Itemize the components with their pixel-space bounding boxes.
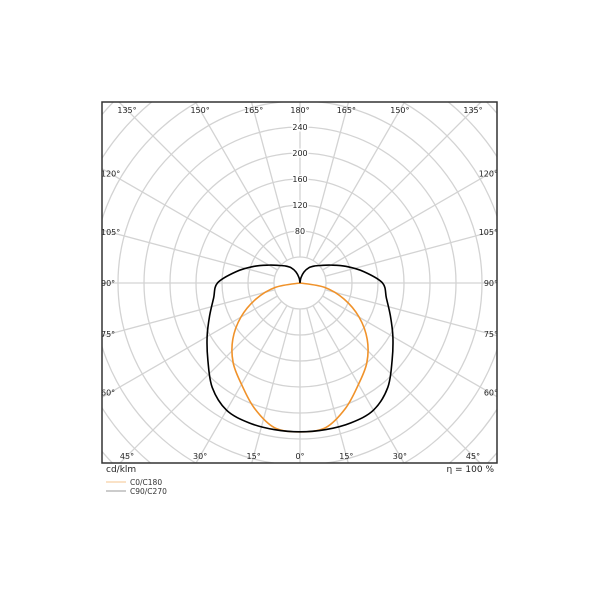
unit-label: cd/klm xyxy=(106,465,136,475)
grid-ray xyxy=(102,295,278,398)
efficiency-label: η = 100 % xyxy=(446,465,494,475)
grid-ray xyxy=(306,307,349,463)
radial-tick-label: 240 xyxy=(292,123,307,132)
angle-label: 15° xyxy=(339,452,353,461)
angle-label: 45° xyxy=(466,452,480,461)
angle-label: 90° xyxy=(101,279,115,288)
angle-label: 0° xyxy=(295,452,304,461)
angle-label: 165° xyxy=(337,106,356,115)
radial-tick-label: 120 xyxy=(292,201,307,210)
angle-label: 60° xyxy=(484,389,498,398)
grid-ray xyxy=(194,102,288,261)
angle-label: 30° xyxy=(193,452,207,461)
grid-ray xyxy=(102,289,276,337)
grid-ray xyxy=(324,289,497,337)
grid-ray xyxy=(312,102,406,261)
angle-label: 75° xyxy=(101,330,115,339)
radial-tick-label: 80 xyxy=(295,227,305,236)
grid-ray xyxy=(306,102,350,259)
angle-label: 90° xyxy=(484,279,498,288)
angle-label: 135° xyxy=(463,106,482,115)
angle-label: 105° xyxy=(101,228,120,237)
curve-c90-c270 xyxy=(206,264,394,433)
legend-label: C0/C180 xyxy=(130,478,162,487)
angle-label: 180° xyxy=(290,106,309,115)
angle-label: 165° xyxy=(244,106,263,115)
legend-label: C90/C270 xyxy=(130,487,167,496)
grid-ray xyxy=(118,102,283,266)
angle-label: 75° xyxy=(484,330,498,339)
angle-label: 120° xyxy=(479,169,498,178)
grid-ray xyxy=(102,168,278,271)
grid-ray xyxy=(119,300,283,463)
curves xyxy=(206,264,394,433)
axis-labels: 80 120 160 200 240 0° 15° 15° 30° 30° 45° 45° 60° 60°… xyxy=(101,106,498,461)
grid-ray xyxy=(317,300,481,463)
angle-label: 105° xyxy=(479,228,498,237)
plot-frame xyxy=(101,101,498,464)
grid-ray xyxy=(250,102,294,259)
angle-label: 60° xyxy=(101,389,115,398)
angle-label: 15° xyxy=(247,452,261,461)
grid-ray xyxy=(251,307,294,463)
grid-ray xyxy=(322,295,497,398)
angle-label: 120° xyxy=(101,169,120,178)
grid-ray xyxy=(322,168,497,271)
angle-label: 135° xyxy=(117,106,136,115)
radial-tick-label: 200 xyxy=(292,149,307,158)
angle-label: 30° xyxy=(393,452,407,461)
grid-ray xyxy=(317,102,482,266)
angle-label: 150° xyxy=(190,106,209,115)
radial-tick-label: 160 xyxy=(292,175,307,184)
angle-label: 150° xyxy=(390,106,409,115)
angle-label: 45° xyxy=(120,452,134,461)
